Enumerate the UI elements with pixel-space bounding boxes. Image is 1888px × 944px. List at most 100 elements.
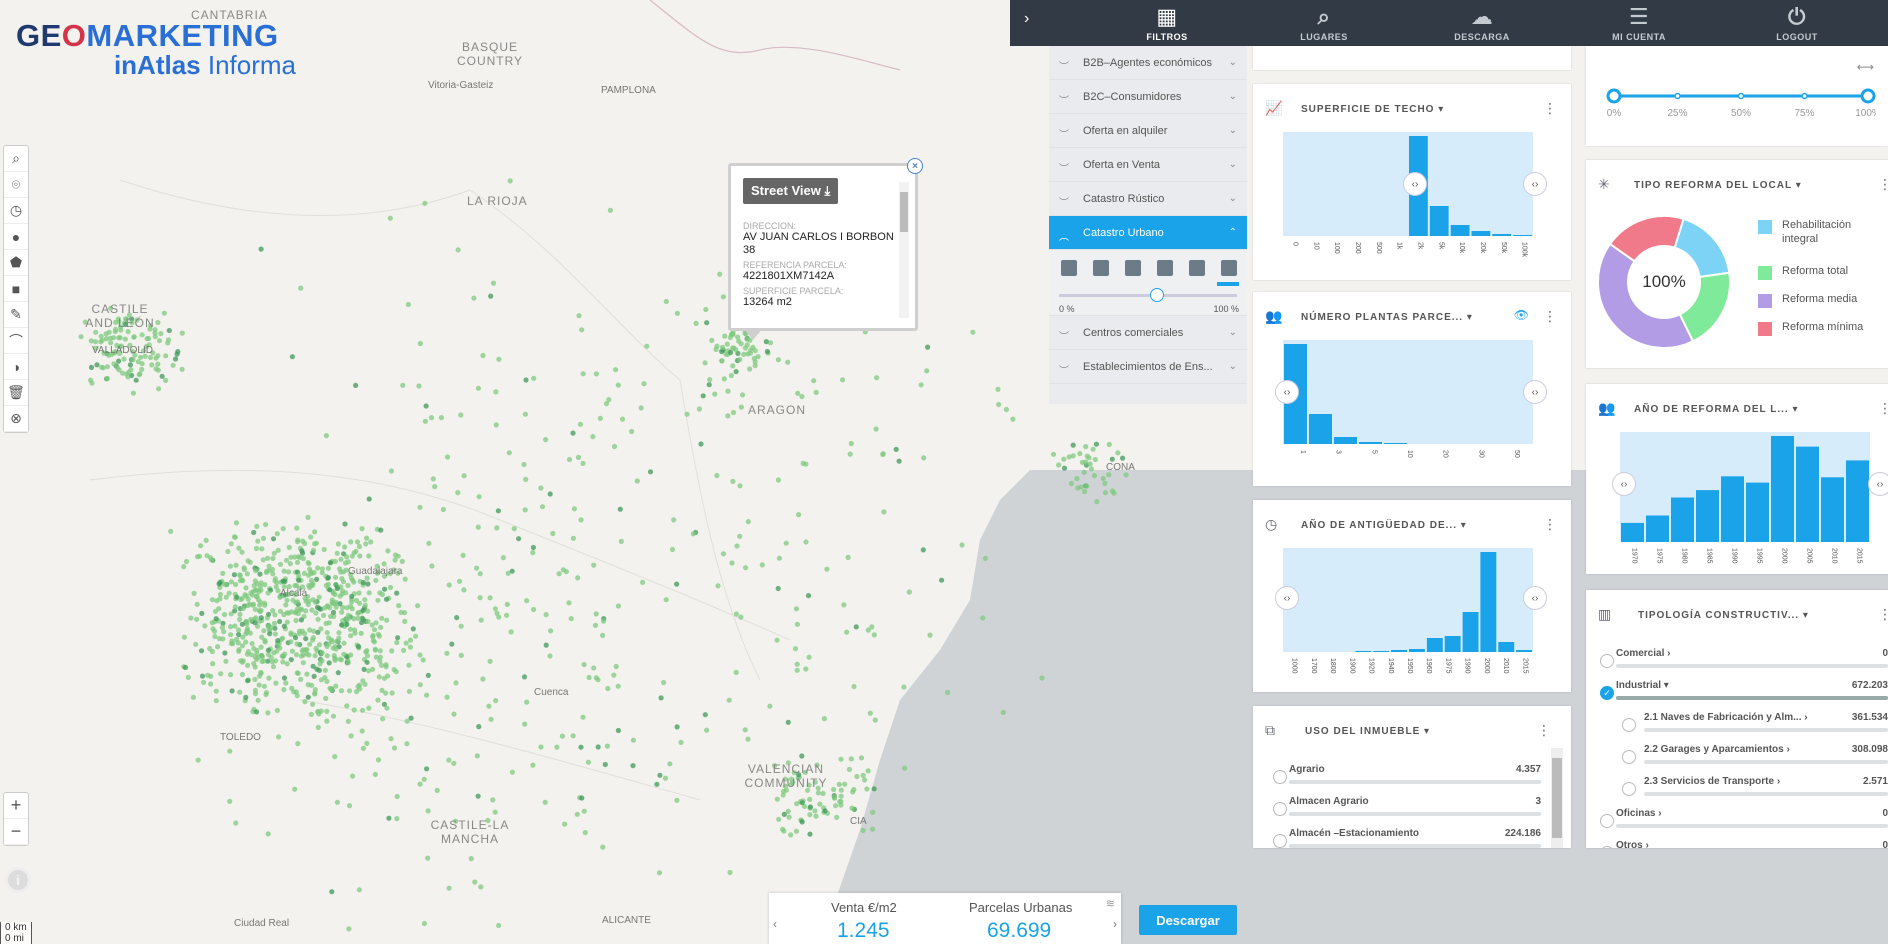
more-icon[interactable]: ⋮ [1543,308,1557,324]
more-icon[interactable]: ⋮ [1543,516,1557,532]
tipologia-row[interactable]: 2.2 Garages y Aparcamientos › 308.098 [1622,742,1888,772]
radio[interactable] [1600,846,1614,848]
range-handle-right[interactable]: ‹› [1523,172,1547,196]
map-point [582,830,588,836]
cancel-icon[interactable]: ⊗ [4,406,28,432]
tipologia-row[interactable]: Oficinas › 0 [1600,806,1888,836]
grid-3-icon[interactable] [1125,260,1141,276]
tipologia-row[interactable]: 2.1 Naves de Fabricación y Alm... › 361.5… [1622,710,1888,740]
histogram-superficie[interactable]: 0 10 100 200 500 1k 2k 5k 10k 20k 50k 100k [1283,132,1533,262]
contrast-icon[interactable]: ◑ [4,354,28,380]
histogram-antiguedad[interactable]: 1000 1700 1800 1900 1920 1940 1950 1960 1975 1990… [1283,548,1533,678]
donut-chart[interactable] [1594,212,1734,352]
widget-title[interactable]: AÑO DE ANTIGÜEDAD DE... ▾ [1301,520,1467,531]
radio[interactable] [1622,750,1636,764]
close-icon[interactable]: × [907,158,923,174]
route-icon[interactable]: ⌒ [4,328,28,354]
grid-5-icon[interactable] [1189,260,1205,276]
expand-icon[interactable]: ⟷ [1856,60,1874,74]
filter-urbano[interactable]: ︵ Catastro Urbano ⌃ [1049,216,1247,250]
radio[interactable] [1600,814,1614,828]
opacity-slider[interactable] [1059,294,1237,297]
filter-venta[interactable]: ︶ Oferta en Venta ⌄ [1049,148,1247,182]
uso-row[interactable]: Almacen Agrario 3 [1273,794,1541,824]
widget-title[interactable]: NÚMERO PLANTAS PARCE... ▾ [1301,312,1473,323]
chevron-right-icon[interactable]: › [1113,917,1117,931]
widget-title[interactable]: TIPO REFORMA DEL LOCAL ▾ [1634,180,1802,191]
nav-mi-cuenta[interactable]: ☰ MI CUENTA [1594,2,1684,42]
slider-handle[interactable] [1149,288,1164,302]
range-handle-left[interactable]: ‹› [1275,586,1299,610]
search-icon[interactable]: ⌕ [4,146,28,172]
clock-icon[interactable]: ◷ [4,198,28,224]
range-handle-right[interactable]: ‹› [1868,472,1888,496]
widget-title[interactable]: USO DEL INMUEBLE ▾ [1305,726,1431,737]
more-icon[interactable]: ⋮ [1537,722,1551,738]
zoom-control: + − [3,792,29,846]
radio[interactable] [1622,718,1636,732]
eye-icon[interactable]: 👁 [1513,308,1529,322]
nav-logout[interactable]: ⏻ LOGOUT [1752,2,1842,42]
more-icon[interactable]: ⋮ [1878,176,1888,192]
filter-rustico[interactable]: ︶ Catastro Rústico ⌄ [1049,182,1247,216]
radio[interactable] [1600,654,1614,668]
grid-1-icon[interactable] [1061,260,1077,276]
histogram-anyo-reforma[interactable]: 1970 1975 1980 1985 1990 1995 2000 2005 2010 2015 [1620,432,1870,568]
filter-alquiler[interactable]: ︶ Oferta en alquiler ⌄ [1049,114,1247,148]
widget-title[interactable]: AÑO DE REFORMA DEL L... ▾ [1634,404,1799,415]
range-handle-left[interactable]: ‹› [1403,172,1427,196]
check-icon[interactable]: ✓ [1600,686,1614,700]
edit-icon[interactable]: ✎ [4,302,28,328]
street-view-button[interactable]: Street View ⤓ [743,178,839,204]
radio[interactable] [1273,834,1287,848]
scale-mi: 0 mi [5,933,24,944]
nav-filtros[interactable]: ▦ FILTROS [1122,2,1212,42]
tipologia-row[interactable]: Otros › 0 [1600,838,1888,848]
more-icon[interactable]: ⋮ [1878,606,1888,622]
map-point [425,855,431,861]
radio[interactable] [1273,802,1287,816]
location-icon[interactable]: ⌾ [4,172,28,198]
progress-scale[interactable]: 0% 25% 50% 75% 100% [1606,86,1876,126]
trash-icon[interactable]: 🗑 [4,380,28,406]
filter-b2c[interactable]: ︶ B2C–Consumidores ⌄ [1049,80,1247,114]
square-icon[interactable]: ■ [4,276,28,302]
scrollbar[interactable] [1551,748,1563,848]
more-icon[interactable]: ⋮ [1543,100,1557,116]
filter-centros[interactable]: ︶ Centros comerciales ⌄ [1049,316,1247,350]
nav-descarga[interactable]: ☁ DESCARGA [1437,2,1527,42]
range-handle-right[interactable]: ‹› [1523,380,1547,404]
uso-row[interactable]: Agrario 4.357 [1273,762,1541,792]
map-point [425,672,431,679]
range-handle-left[interactable]: ‹› [1275,380,1299,404]
info-icon[interactable]: i [5,867,31,893]
filter-establecimientos[interactable]: ︶ Establecimientos de Ens... ⌄ [1049,350,1247,384]
polygon-icon[interactable]: ⬟ [4,250,28,276]
nav-lugares[interactable]: ⌕ LUGARES [1279,2,1369,42]
radio[interactable] [1273,770,1287,784]
chevron-left-icon[interactable]: ‹ [773,917,777,931]
widget-title[interactable]: SUPERFICIE DE TECHO ▾ [1301,104,1445,115]
grid-6-icon[interactable] [1221,260,1237,276]
widget-title[interactable]: TIPOLOGÍA CONSTRUCTIV... ▾ [1638,610,1809,621]
download-button[interactable]: Descargar [1139,905,1237,935]
zoom-in-button[interactable]: + [4,793,28,819]
popup-scrollbar[interactable] [899,182,909,318]
histogram-plantas[interactable]: 1 3 5 10 20 30 50 [1283,340,1533,470]
radio[interactable] [1622,782,1636,796]
chevron-right-icon[interactable]: › [1024,10,1030,27]
grid-2-icon[interactable] [1093,260,1109,276]
range-handle-left[interactable]: ‹› [1612,472,1636,496]
tipologia-row[interactable]: ✓ Industrial ▾ 672.203 [1600,678,1888,708]
more-icon[interactable]: ⋮ [1878,400,1888,416]
filter-b2b[interactable]: ︶ B2B–Agentes económicos ⌄ [1049,46,1247,80]
layers-icon[interactable]: ≋ [1105,898,1115,910]
uso-row[interactable]: Almacén –Estacionamiento 224.186 [1273,826,1541,848]
map-point [103,336,109,342]
grid-4-icon[interactable] [1157,260,1173,276]
zoom-out-button[interactable]: − [4,819,28,845]
tipologia-row[interactable]: 2.3 Servicios de Transporte › 2.571 [1622,774,1888,804]
tipologia-row[interactable]: Comercial › 0 [1600,646,1888,676]
range-handle-right[interactable]: ‹› [1523,586,1547,610]
circle-icon[interactable]: ● [4,224,28,250]
